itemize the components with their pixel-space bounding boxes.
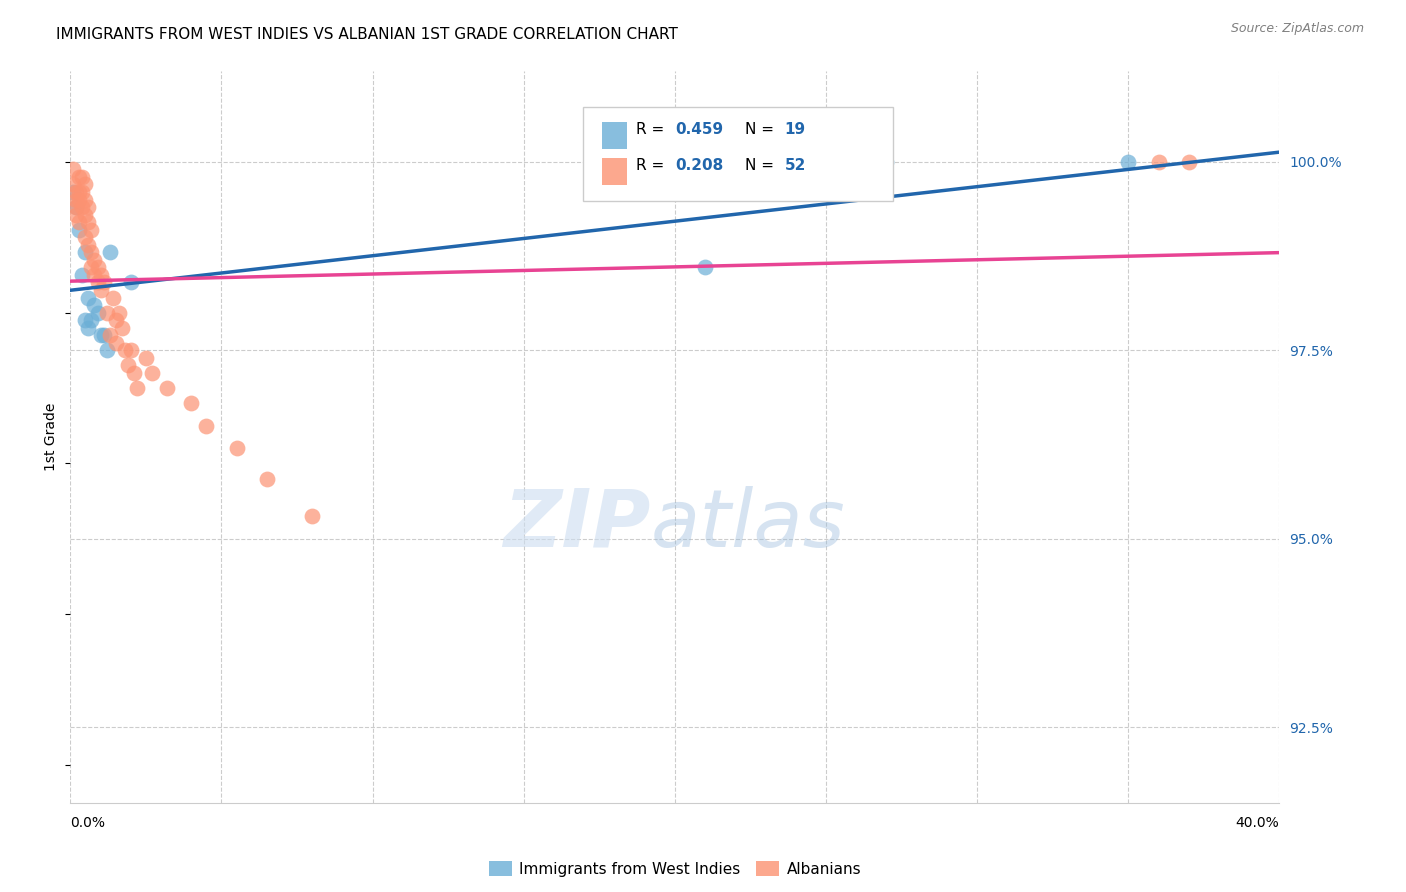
Point <box>77 200 100 214</box>
Text: 52: 52 <box>785 158 806 172</box>
Point <box>101 291 124 305</box>
Text: R =: R = <box>636 158 669 172</box>
Point <box>117 359 139 373</box>
Point <box>876 154 898 169</box>
Point <box>62 178 84 192</box>
Point <box>1118 154 1140 169</box>
Point <box>225 442 247 456</box>
Point <box>98 328 121 343</box>
Point <box>75 208 97 222</box>
Point <box>86 276 108 290</box>
Text: 0.0%: 0.0% <box>70 816 105 830</box>
Point <box>77 291 100 305</box>
Point <box>72 169 94 184</box>
Point <box>86 306 108 320</box>
Point <box>180 396 202 410</box>
Text: 40.0%: 40.0% <box>1236 816 1279 830</box>
Text: 0.459: 0.459 <box>675 122 723 136</box>
Point <box>75 193 97 207</box>
Point <box>75 245 97 260</box>
Point <box>77 215 100 229</box>
Point <box>104 335 127 350</box>
Y-axis label: 1st Grade: 1st Grade <box>45 403 59 471</box>
Text: Source: ZipAtlas.com: Source: ZipAtlas.com <box>1230 22 1364 36</box>
Point <box>195 418 218 433</box>
Point <box>67 223 90 237</box>
Point <box>83 298 105 312</box>
Point <box>67 193 90 207</box>
Point <box>256 471 278 485</box>
Point <box>111 320 134 334</box>
Point <box>80 313 103 327</box>
Point <box>65 208 87 222</box>
Text: N =: N = <box>745 158 779 172</box>
Point <box>83 252 105 267</box>
Point <box>90 328 112 343</box>
Point <box>72 200 94 214</box>
Point <box>90 283 112 297</box>
Point <box>156 381 179 395</box>
Point <box>93 328 115 343</box>
Point <box>65 200 87 214</box>
Point <box>62 162 84 177</box>
Point <box>75 313 97 327</box>
Text: ZIP: ZIP <box>503 486 651 564</box>
Point <box>301 509 323 524</box>
Point <box>1147 154 1170 169</box>
Point <box>122 366 145 380</box>
Point <box>125 381 148 395</box>
Text: 0.208: 0.208 <box>675 158 723 172</box>
Point <box>72 185 94 199</box>
Point <box>114 343 136 358</box>
Point <box>695 260 717 275</box>
Text: atlas: atlas <box>651 486 845 564</box>
Point <box>80 223 103 237</box>
Point <box>65 193 87 207</box>
Point <box>93 276 115 290</box>
Point <box>75 230 97 244</box>
Point <box>62 185 84 199</box>
Legend: Immigrants from West Indies, Albanians: Immigrants from West Indies, Albanians <box>482 855 868 883</box>
Point <box>120 276 142 290</box>
Point <box>86 260 108 275</box>
Text: IMMIGRANTS FROM WEST INDIES VS ALBANIAN 1ST GRADE CORRELATION CHART: IMMIGRANTS FROM WEST INDIES VS ALBANIAN … <box>56 27 678 42</box>
Point <box>107 306 129 320</box>
Text: N =: N = <box>745 122 779 136</box>
Point <box>77 237 100 252</box>
Point <box>96 343 118 358</box>
Point <box>98 245 121 260</box>
Point <box>135 351 157 365</box>
Text: R =: R = <box>636 122 669 136</box>
Point <box>65 185 87 199</box>
Point <box>120 343 142 358</box>
Point <box>77 320 100 334</box>
Point <box>67 169 90 184</box>
Point <box>80 245 103 260</box>
Point <box>65 200 87 214</box>
Text: 19: 19 <box>785 122 806 136</box>
Point <box>90 268 112 282</box>
Point <box>75 178 97 192</box>
Point <box>96 306 118 320</box>
Point <box>67 185 90 199</box>
Point <box>80 260 103 275</box>
Point <box>141 366 163 380</box>
Point <box>1178 154 1201 169</box>
Point <box>72 268 94 282</box>
Point <box>104 313 127 327</box>
Point <box>67 215 90 229</box>
Point <box>83 268 105 282</box>
